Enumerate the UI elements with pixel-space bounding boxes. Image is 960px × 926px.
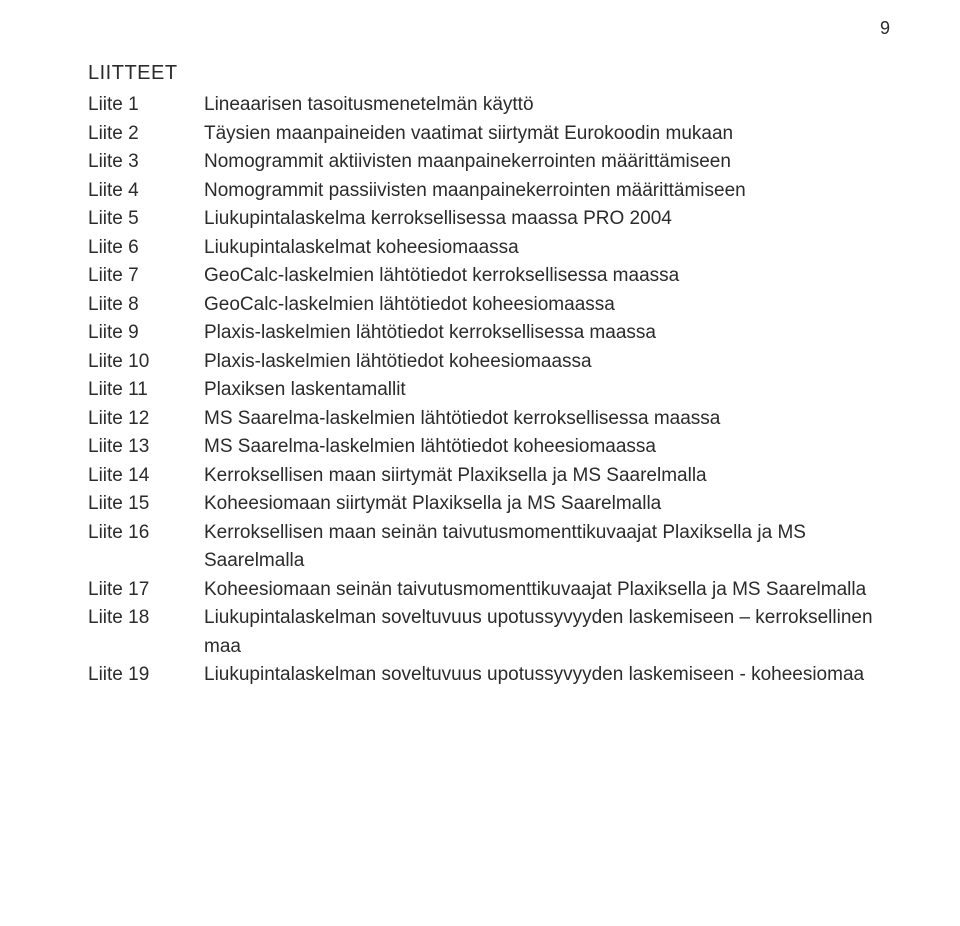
list-item: Liite 12MS Saarelma-laskelmien lähtötied… <box>88 405 896 434</box>
appendix-description: Lineaarisen tasoitusmenetelmän käyttö <box>204 91 896 120</box>
appendix-label: Liite 2 <box>88 120 204 149</box>
page-number: 9 <box>880 18 890 39</box>
list-item: Liite 13MS Saarelma-laskelmien lähtötied… <box>88 433 896 462</box>
appendix-description: Liukupintalaskelman soveltuvuus upotussy… <box>204 604 896 661</box>
list-item: Liite 17Koheesiomaan seinän taivutusmome… <box>88 576 896 605</box>
appendix-label: Liite 16 <box>88 519 204 548</box>
appendix-label: Liite 18 <box>88 604 204 633</box>
list-item: Liite 8GeoCalc-laskelmien lähtötiedot ko… <box>88 291 896 320</box>
list-item: Liite 14Kerroksellisen maan siirtymät Pl… <box>88 462 896 491</box>
appendix-label: Liite 10 <box>88 348 204 377</box>
appendix-description: Plaxis-laskelmien lähtötiedot kerroksell… <box>204 319 896 348</box>
list-item: Liite 2Täysien maanpaineiden vaatimat si… <box>88 120 896 149</box>
appendix-description: GeoCalc-laskelmien lähtötiedot kerroksel… <box>204 262 896 291</box>
appendix-description: Koheesiomaan siirtymät Plaxiksella ja MS… <box>204 490 896 519</box>
appendix-label: Liite 11 <box>88 376 204 405</box>
list-item: Liite 4Nomogrammit passiivisten maanpain… <box>88 177 896 206</box>
appendix-description: Nomogrammit aktiivisten maanpainekerroin… <box>204 148 896 177</box>
list-item: Liite 10Plaxis-laskelmien lähtötiedot ko… <box>88 348 896 377</box>
appendix-description: Liukupintalaskelma kerroksellisessa maas… <box>204 205 896 234</box>
appendix-label: Liite 8 <box>88 291 204 320</box>
appendix-description: Liukupintalaskelmat koheesiomaassa <box>204 234 896 263</box>
list-item: Liite 11Plaxiksen laskentamallit <box>88 376 896 405</box>
appendix-label: Liite 5 <box>88 205 204 234</box>
section-heading: LIITTEET <box>88 62 896 85</box>
appendix-description: Plaxis-laskelmien lähtötiedot koheesioma… <box>204 348 896 377</box>
list-item: Liite 18Liukupintalaskelman soveltuvuus … <box>88 604 896 661</box>
list-item: Liite 3Nomogrammit aktiivisten maanpaine… <box>88 148 896 177</box>
list-item: Liite 7GeoCalc-laskelmien lähtötiedot ke… <box>88 262 896 291</box>
appendix-description: Liukupintalaskelman soveltuvuus upotussy… <box>204 661 896 690</box>
appendix-description: MS Saarelma-laskelmien lähtötiedot kohee… <box>204 433 896 462</box>
appendix-description: GeoCalc-laskelmien lähtötiedot koheesiom… <box>204 291 896 320</box>
appendix-label: Liite 7 <box>88 262 204 291</box>
appendix-description: Täysien maanpaineiden vaatimat siirtymät… <box>204 120 896 149</box>
appendix-label: Liite 6 <box>88 234 204 263</box>
appendix-label: Liite 4 <box>88 177 204 206</box>
list-item: Liite 9Plaxis-laskelmien lähtötiedot ker… <box>88 319 896 348</box>
appendix-label: Liite 17 <box>88 576 204 605</box>
appendix-description: Plaxiksen laskentamallit <box>204 376 896 405</box>
appendix-description: Nomogrammit passiivisten maanpainekerroi… <box>204 177 896 206</box>
appendix-label: Liite 19 <box>88 661 204 690</box>
list-item: Liite 5Liukupintalaskelma kerroksellises… <box>88 205 896 234</box>
appendix-description: Kerroksellisen maan seinän taivutusmomen… <box>204 519 896 576</box>
appendix-description: Kerroksellisen maan siirtymät Plaxiksell… <box>204 462 896 491</box>
appendix-description: Koheesiomaan seinän taivutusmomenttikuva… <box>204 576 896 605</box>
appendix-label: Liite 3 <box>88 148 204 177</box>
list-item: Liite 19Liukupintalaskelman soveltuvuus … <box>88 661 896 690</box>
page: 9 LIITTEET Liite 1Lineaarisen tasoitusme… <box>0 0 960 926</box>
appendix-label: Liite 15 <box>88 490 204 519</box>
appendix-description: MS Saarelma-laskelmien lähtötiedot kerro… <box>204 405 896 434</box>
appendix-label: Liite 14 <box>88 462 204 491</box>
appendix-label: Liite 12 <box>88 405 204 434</box>
list-item: Liite 1Lineaarisen tasoitusmenetelmän kä… <box>88 91 896 120</box>
appendix-list: Liite 1Lineaarisen tasoitusmenetelmän kä… <box>88 91 896 690</box>
list-item: Liite 15Koheesiomaan siirtymät Plaxiksel… <box>88 490 896 519</box>
appendix-label: Liite 9 <box>88 319 204 348</box>
list-item: Liite 6Liukupintalaskelmat koheesiomaass… <box>88 234 896 263</box>
appendix-label: Liite 13 <box>88 433 204 462</box>
list-item: Liite 16Kerroksellisen maan seinän taivu… <box>88 519 896 576</box>
appendix-label: Liite 1 <box>88 91 204 120</box>
